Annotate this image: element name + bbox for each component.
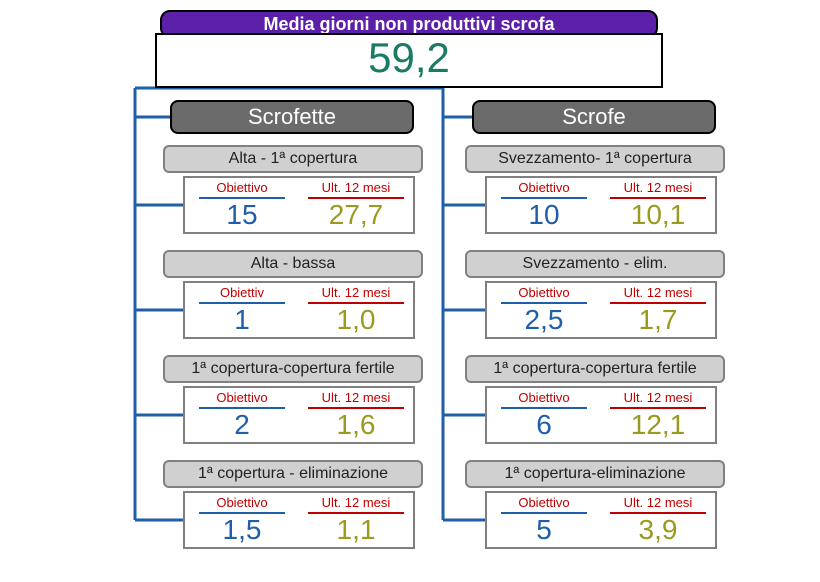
metric-body: Obiettiv 1Ult. 12 mesi 1,0 <box>183 281 415 339</box>
last12-value: 1,0 <box>299 303 413 337</box>
metric-title: Svezzamento- 1ª copertura <box>465 145 725 173</box>
metric-body: Obiettivo 10Ult. 12 mesi 10,1 <box>485 176 717 234</box>
last12-value: 1,7 <box>601 303 715 337</box>
metric-title: Alta - bassa <box>163 250 423 278</box>
metric-body: Obiettivo 2,5Ult. 12 mesi 1,7 <box>485 281 717 339</box>
metric-body: Obiettivo 1,5Ult. 12 mesi 1,1 <box>183 491 415 549</box>
goal-value: 10 <box>487 198 601 232</box>
goal-label: Obiettivo <box>487 495 601 510</box>
diagram-canvas: Media giorni non produttivi scrofa 59,2 … <box>0 0 820 582</box>
last12-value: 10,1 <box>601 198 715 232</box>
goal-value: 2 <box>185 408 299 442</box>
last12-label: Ult. 12 mesi <box>601 390 715 405</box>
goal-label: Obiettiv <box>185 285 299 300</box>
last12-label: Ult. 12 mesi <box>299 285 413 300</box>
metric-body: Obiettivo 6Ult. 12 mesi 12,1 <box>485 386 717 444</box>
metric-title: Svezzamento - elim. <box>465 250 725 278</box>
column-header-scrofette: Scrofette <box>170 100 414 134</box>
goal-label: Obiettivo <box>487 180 601 195</box>
last12-label: Ult. 12 mesi <box>299 180 413 195</box>
column-header-scrofe: Scrofe <box>472 100 716 134</box>
goal-label: Obiettivo <box>487 285 601 300</box>
metric-body: Obiettivo 5Ult. 12 mesi 3,9 <box>485 491 717 549</box>
last12-label: Ult. 12 mesi <box>299 390 413 405</box>
metric-title: Alta - 1ª copertura <box>163 145 423 173</box>
goal-value: 1,5 <box>185 513 299 547</box>
last12-value: 3,9 <box>601 513 715 547</box>
last12-value: 1,1 <box>299 513 413 547</box>
metric-body: Obiettivo 15Ult. 12 mesi 27,7 <box>183 176 415 234</box>
goal-label: Obiettivo <box>185 180 299 195</box>
metric-title: 1ª copertura-copertura fertile <box>465 355 725 383</box>
last12-label: Ult. 12 mesi <box>601 285 715 300</box>
header-value: 59,2 <box>155 34 663 82</box>
metric-title: 1ª copertura-eliminazione <box>465 460 725 488</box>
metric-title: 1ª copertura-copertura fertile <box>163 355 423 383</box>
goal-label: Obiettivo <box>185 390 299 405</box>
metric-title: 1ª copertura - eliminazione <box>163 460 423 488</box>
last12-label: Ult. 12 mesi <box>299 495 413 510</box>
last12-label: Ult. 12 mesi <box>601 180 715 195</box>
last12-value: 27,7 <box>299 198 413 232</box>
metric-body: Obiettivo 2Ult. 12 mesi 1,6 <box>183 386 415 444</box>
goal-value: 2,5 <box>487 303 601 337</box>
goal-value: 15 <box>185 198 299 232</box>
last12-label: Ult. 12 mesi <box>601 495 715 510</box>
last12-value: 1,6 <box>299 408 413 442</box>
last12-value: 12,1 <box>601 408 715 442</box>
goal-value: 1 <box>185 303 299 337</box>
goal-value: 6 <box>487 408 601 442</box>
goal-label: Obiettivo <box>185 495 299 510</box>
goal-label: Obiettivo <box>487 390 601 405</box>
goal-value: 5 <box>487 513 601 547</box>
